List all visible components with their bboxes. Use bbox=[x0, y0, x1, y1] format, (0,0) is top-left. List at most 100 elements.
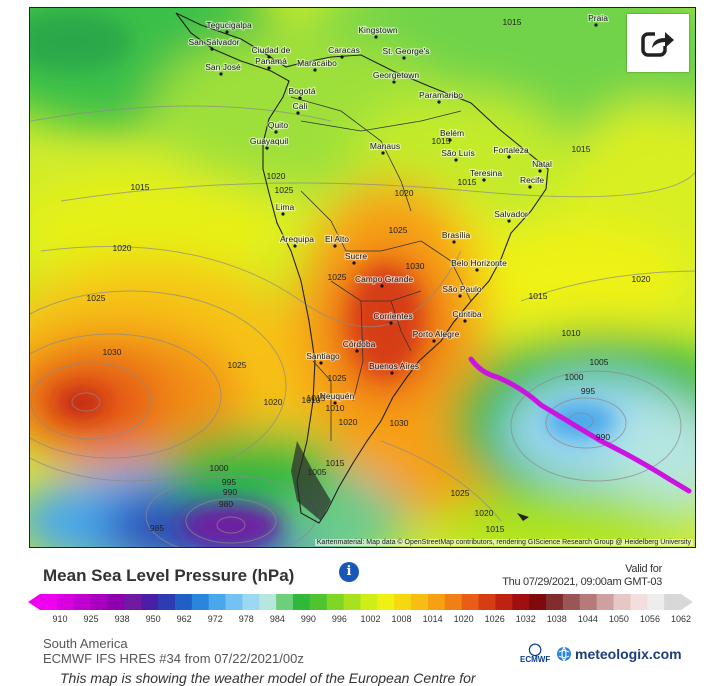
pressure-map[interactable]: Tegucigalpa San Salvador Ciudad de Panamá Sa… bbox=[29, 7, 696, 548]
city-dot bbox=[352, 261, 356, 265]
isobar-label: 1025 bbox=[275, 185, 294, 195]
ecmwf-label: ECMWF bbox=[520, 655, 551, 664]
colorbar-tick-label: 1008 bbox=[391, 614, 412, 624]
city-label: Recife bbox=[520, 175, 544, 185]
city-dot bbox=[432, 339, 436, 343]
colorbar-swatch bbox=[529, 594, 547, 610]
isobar-label: 1030 bbox=[103, 347, 122, 357]
city-dot bbox=[265, 146, 269, 150]
isobar-label: 1020 bbox=[395, 188, 414, 198]
isobar-label: 1010 bbox=[302, 395, 321, 405]
city-dot bbox=[437, 100, 441, 104]
isobar-label: 980 bbox=[219, 499, 233, 509]
map-attribution: Kartenmaterial: Map data © OpenStreetMap… bbox=[314, 539, 693, 546]
isobar-label: 1025 bbox=[328, 272, 347, 282]
isobar-label: 1030 bbox=[390, 418, 409, 428]
colorbar-swatch bbox=[411, 594, 429, 610]
city-label: Bogotá bbox=[289, 86, 316, 96]
city-dot bbox=[507, 219, 511, 223]
isobar-label: 990 bbox=[223, 487, 237, 497]
city-dot bbox=[219, 72, 223, 76]
globe-icon bbox=[557, 646, 571, 662]
colorbar-tick-label: 910 bbox=[52, 614, 68, 624]
isobar-label: 1015 bbox=[503, 17, 522, 27]
colorbar-swatch bbox=[427, 594, 446, 610]
city-label: Praia bbox=[588, 13, 608, 23]
isobar-label: 1020 bbox=[113, 243, 132, 253]
model-run-label: ECMWF IFS HRES #34 from 07/22/2021/00z bbox=[43, 651, 304, 666]
colorbar-tick-label: 996 bbox=[331, 614, 347, 624]
city-dot bbox=[389, 321, 393, 325]
city-dot bbox=[538, 169, 542, 173]
isobar-label: 1030 bbox=[406, 261, 425, 271]
city-label: Quito bbox=[268, 120, 289, 130]
colorbar-tick-label: 1038 bbox=[546, 614, 567, 624]
isobar-label: 1015 bbox=[529, 291, 548, 301]
share-icon bbox=[641, 28, 675, 58]
city-label: Belo Horizonte bbox=[451, 258, 507, 268]
city-dot bbox=[528, 185, 532, 189]
share-button[interactable] bbox=[627, 14, 689, 72]
meteologix-logo[interactable]: meteologix.com bbox=[556, 646, 682, 662]
city-label: Caracas bbox=[328, 45, 360, 55]
city-label: Manaus bbox=[370, 141, 400, 151]
city-dot bbox=[313, 68, 317, 72]
city-label: Curitiba bbox=[452, 309, 482, 319]
isobar-label: 1025 bbox=[389, 225, 408, 235]
colorbar-tick-label: 972 bbox=[207, 614, 223, 624]
colorbar-swatch bbox=[293, 594, 311, 610]
description-text: This map is showing the weather model of… bbox=[60, 670, 476, 686]
colorbar-swatch bbox=[40, 594, 58, 610]
colorbar-tick-label: 978 bbox=[238, 614, 254, 624]
isobar-label: 995 bbox=[222, 477, 236, 487]
colorbar-swatch bbox=[56, 594, 75, 610]
colorbar-swatch bbox=[259, 594, 277, 610]
colorbar-tick-label: 1002 bbox=[360, 614, 381, 624]
city-label: Paramaribo bbox=[419, 90, 463, 100]
valid-time: Thu 07/29/2021, 09:00am GMT-03 bbox=[502, 576, 662, 588]
colorbar-tick-label: 1020 bbox=[453, 614, 474, 624]
colorbar-swatch bbox=[647, 594, 665, 610]
city-dot bbox=[298, 96, 302, 100]
colorbar-swatch bbox=[377, 594, 395, 610]
colorbar-swatch bbox=[208, 594, 227, 610]
isobar-label: 1015 bbox=[458, 177, 477, 187]
city-dot bbox=[458, 294, 462, 298]
city-label: Guayaquil bbox=[250, 136, 288, 146]
city-dot bbox=[452, 240, 456, 244]
city-label: Cali bbox=[293, 101, 308, 111]
city-label: Belém bbox=[440, 128, 464, 138]
colorbar-swatch bbox=[343, 594, 362, 610]
colorbar-tick-label: 950 bbox=[145, 614, 161, 624]
colorbar-swatch bbox=[242, 594, 260, 610]
city-dot bbox=[267, 55, 271, 59]
city-label: Neuquén bbox=[320, 391, 355, 401]
isobar-label: 1000 bbox=[565, 372, 584, 382]
city-dot bbox=[381, 151, 385, 155]
colorbar-tick-label: 1026 bbox=[484, 614, 505, 624]
colorbar-swatch bbox=[630, 594, 648, 610]
isobar-label: 1015 bbox=[572, 144, 591, 154]
city-dot bbox=[296, 111, 300, 115]
info-icon[interactable]: i bbox=[339, 562, 359, 582]
valid-label: Valid for bbox=[625, 563, 662, 575]
colorbar-swatch bbox=[124, 594, 142, 610]
colorbar-tick-label: 1014 bbox=[422, 614, 443, 624]
city-label: Porto Alegre bbox=[413, 329, 460, 339]
city-dot bbox=[274, 130, 278, 134]
colorbar-swatch bbox=[326, 594, 345, 610]
colorbar-tick-label: 1032 bbox=[515, 614, 536, 624]
colorbar-arrow-left bbox=[28, 594, 40, 610]
isobar-label: 1015 bbox=[326, 458, 345, 468]
city-label: El Alto bbox=[325, 234, 349, 244]
city-label: Tegucigalpa bbox=[206, 20, 252, 30]
city-dot bbox=[225, 30, 229, 34]
city-dot bbox=[374, 35, 378, 39]
city-label: Lima bbox=[276, 202, 295, 212]
city-dot bbox=[390, 371, 394, 375]
city-dot bbox=[454, 158, 458, 162]
city-label: Arequipa bbox=[280, 234, 314, 244]
isobar-label: 1015 bbox=[131, 182, 150, 192]
city-dot bbox=[392, 80, 396, 84]
city-label: Corrientes bbox=[373, 311, 412, 321]
